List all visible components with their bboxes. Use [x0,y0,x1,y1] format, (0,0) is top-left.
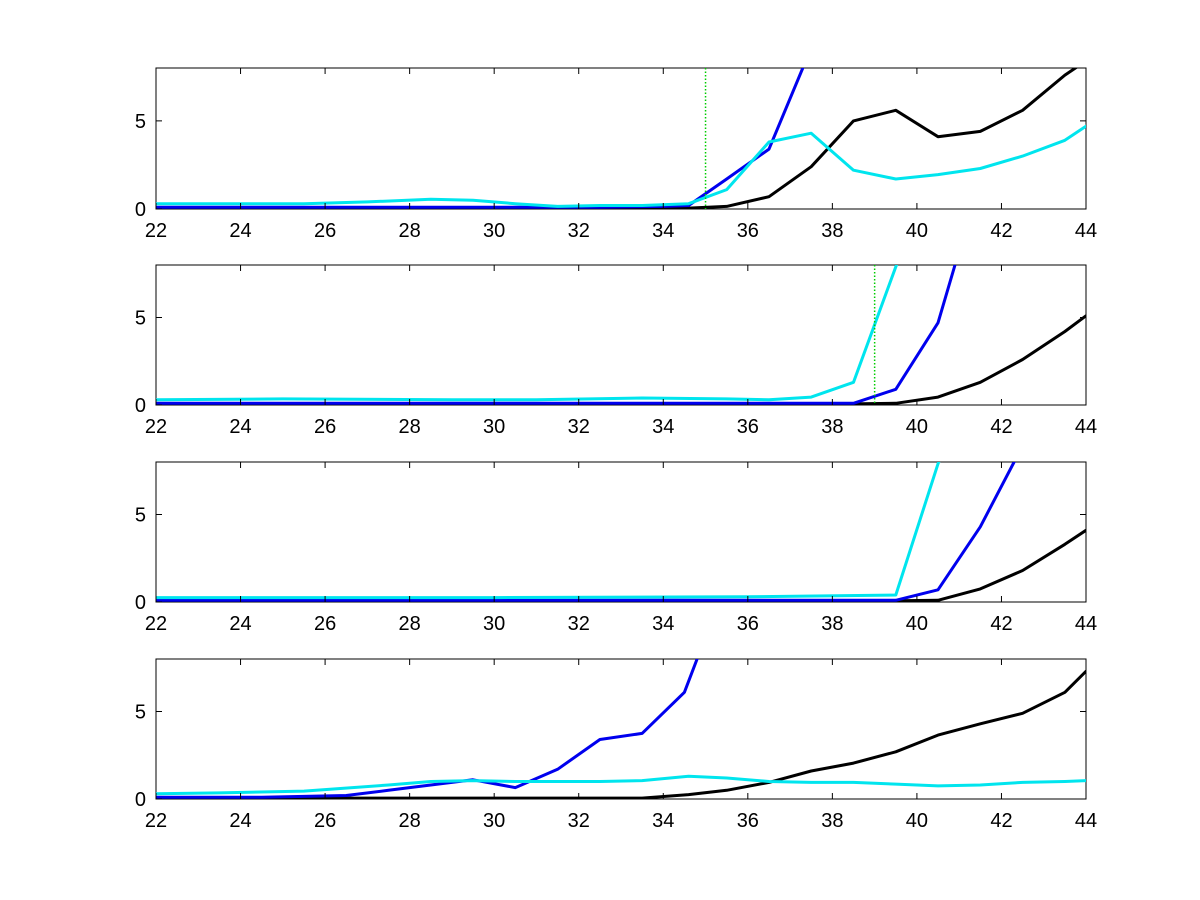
x-tick-label: 42 [990,613,1012,635]
panel-1: 22 24 26 28 30 32 34 36 38 40 42 44 0 5 [135,67,1097,242]
x-tick-label: 32 [568,810,590,832]
x-tick-label: 44 [1075,810,1097,832]
x-tick-label: 28 [399,810,421,832]
x-tick-label: 36 [737,810,759,832]
panel-3: 22 24 26 28 30 32 34 36 38 40 42 44 0 5 [135,461,1097,635]
x-tick-label: 26 [314,416,336,438]
x-tick-label: 40 [906,220,928,242]
y-tick-label: 5 [135,505,146,527]
x-tick-label: 38 [821,416,843,438]
x-tick-label: 22 [145,220,167,242]
plot-area-frame [155,658,1087,800]
x-tick-label: 36 [737,220,759,242]
x-tick-label: 42 [990,810,1012,832]
x-tick-label: 30 [483,416,505,438]
x-tick-label: 44 [1075,613,1097,635]
y-tick-label: 0 [135,199,146,221]
x-tick-label: 26 [314,810,336,832]
x-tick-label: 32 [568,613,590,635]
plot-area-frame [155,67,1087,210]
panel-4: 22 24 26 28 30 32 34 36 38 40 42 44 0 5 [135,658,1097,832]
x-tick-label: 40 [906,416,928,438]
x-tick-label: 22 [145,810,167,832]
x-tick-label: 34 [652,613,674,635]
x-tick-label: 38 [821,220,843,242]
series-line-2 [156,265,957,405]
x-tick-label: 38 [821,613,843,635]
x-tick-label: 44 [1075,416,1097,438]
x-tick-label: 34 [652,810,674,832]
plot-lines [156,68,1086,209]
x-tick-label: 36 [737,416,759,438]
x-tick-label: 34 [652,220,674,242]
plot-lines [156,265,1086,405]
series-line-2 [156,659,699,799]
panel-2: 22 24 26 28 30 32 34 36 38 40 42 44 0 5 [135,264,1097,438]
x-tick-label: 28 [399,613,421,635]
panels: 22 24 26 28 30 32 34 36 38 40 42 44 0 5 22 24 26 28 30 32 34… [135,67,1097,832]
series-line-3 [156,124,1086,208]
x-tick-label: 26 [314,220,336,242]
y-tick-label: 5 [135,111,146,133]
x-tick-label: 28 [399,416,421,438]
series-line-3 [156,774,1086,796]
x-tick-label: 42 [990,220,1012,242]
x-tick-label: 30 [483,613,505,635]
x-tick-label: 32 [568,220,590,242]
series-line-3 [156,265,899,402]
x-tick-label: 38 [821,810,843,832]
x-tick-label: 24 [229,220,251,242]
x-tick-label: 26 [314,613,336,635]
x-tick-label: 24 [229,416,251,438]
x-tick-label: 28 [399,220,421,242]
x-tick-label: 42 [990,416,1012,438]
x-tick-label: 40 [906,613,928,635]
series-line-1 [156,669,1086,799]
y-tick-label: 5 [135,702,146,724]
x-tick-label: 22 [145,613,167,635]
x-tick-label: 40 [906,810,928,832]
x-tick-label: 30 [483,220,505,242]
plot-area-frame [155,461,1087,603]
x-tick-label: 30 [483,810,505,832]
plot-lines [156,659,1086,799]
x-tick-label: 34 [652,416,674,438]
y-tick-label: 5 [135,308,146,330]
x-tick-label: 24 [229,810,251,832]
x-tick-label: 22 [145,416,167,438]
plot-area-frame [155,264,1087,406]
x-tick-label: 24 [229,613,251,635]
x-tick-label: 44 [1075,220,1097,242]
y-tick-label: 0 [135,592,146,614]
x-tick-label: 36 [737,613,759,635]
y-tick-label: 0 [135,789,146,811]
series-line-3 [156,462,941,600]
x-tick-label: 32 [568,416,590,438]
y-tick-label: 0 [135,395,146,417]
